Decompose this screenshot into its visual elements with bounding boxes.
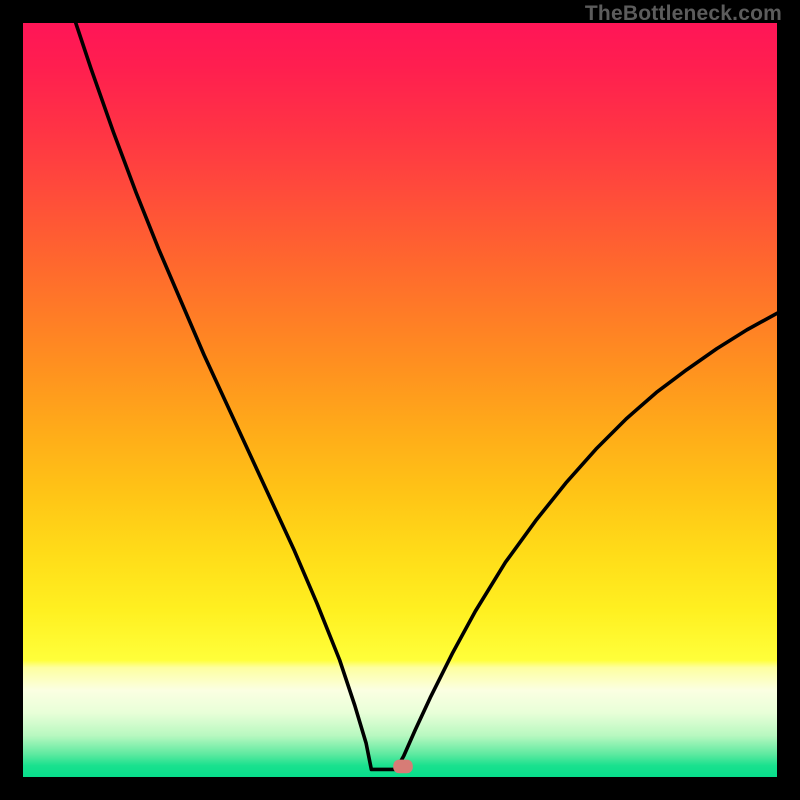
bottleneck-chart — [0, 0, 800, 800]
watermark-text: TheBottleneck.com — [585, 2, 782, 26]
optimum-marker — [393, 760, 413, 774]
plot-background — [23, 23, 777, 777]
chart-stage: TheBottleneck.com — [0, 0, 800, 800]
